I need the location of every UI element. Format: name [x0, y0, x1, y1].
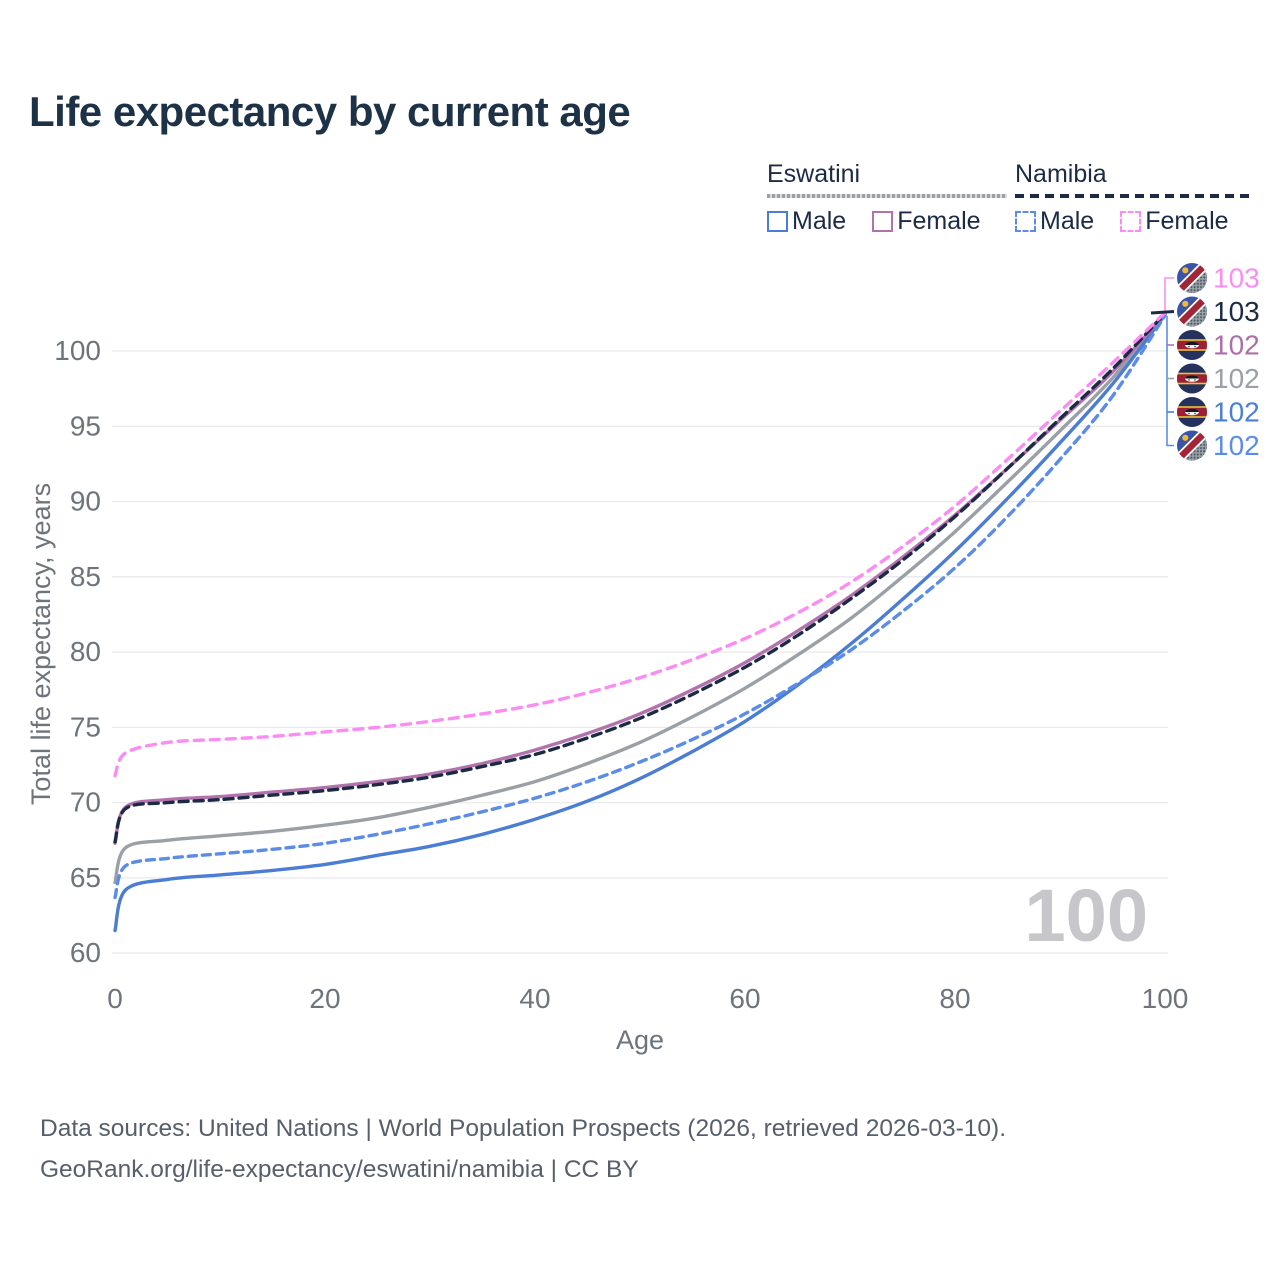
legend-namibia-line-style [1015, 194, 1255, 198]
legend-swatch-eswatini-female[interactable] [872, 211, 894, 232]
legend-label-namibia-male[interactable]: Male [1040, 207, 1095, 235]
end-flag-namibia-namibia-flag-icon [1174, 294, 1210, 330]
svg-text:90: 90 [70, 486, 101, 517]
attribution-line: GeoRank.org/life-expectancy/eswatini/nam… [40, 1156, 639, 1184]
legend-label-eswatini-female[interactable]: Female [897, 207, 981, 235]
end-value-namibia: 103 [1213, 296, 1260, 327]
series-eswatini[interactable] [113, 312, 1167, 885]
svg-text:40: 40 [519, 983, 550, 1014]
svg-text:100: 100 [54, 335, 101, 366]
y-axis-ticks: 60 65 70 75 80 85 90 95 100 [54, 335, 101, 968]
svg-text:85: 85 [70, 561, 101, 592]
y-axis-title: Total life expectancy, years [26, 483, 56, 805]
end-value-eswatini-female: 102 [1213, 330, 1260, 361]
series-namibia[interactable] [113, 311, 1167, 844]
legend-group-namibia: Namibia Male Female [1015, 160, 1255, 236]
svg-text:100: 100 [1142, 983, 1189, 1014]
leader-lines [1150, 277, 1175, 447]
page-title: Life expectancy by current age [29, 88, 631, 135]
svg-text:65: 65 [70, 862, 101, 893]
svg-text:60: 60 [70, 937, 101, 968]
svg-text:95: 95 [70, 410, 101, 441]
series-eswatini-female[interactable] [113, 312, 1167, 845]
series-eswatini-male[interactable] [113, 313, 1167, 933]
svg-text:80: 80 [939, 983, 970, 1014]
svg-text:60: 60 [729, 983, 760, 1014]
svg-text:0: 0 [107, 983, 123, 1014]
svg-text:75: 75 [70, 711, 101, 742]
legend-label-eswatini-male[interactable]: Male [792, 207, 847, 235]
end-flag-eswatini-eswatini-flag-icon [1177, 364, 1207, 394]
end-value-namibia-female: 103 [1213, 263, 1260, 294]
end-flag-eswatini-female-eswatini-flag-icon [1177, 330, 1207, 360]
legend-group-eswatini: Eswatini Male Female [767, 160, 1007, 236]
svg-text:70: 70 [70, 787, 101, 818]
x-axis-title: Age [616, 1025, 664, 1055]
end-flag-namibia-female-namibia-flag-icon [1174, 260, 1210, 296]
legend-label-namibia-female[interactable]: Female [1145, 207, 1229, 235]
chart-footer: Data sources: United Nations | World Pop… [40, 1108, 1006, 1190]
end-value-namibia-male: 102 [1213, 430, 1260, 461]
legend-country-namibia[interactable]: Namibia [1015, 160, 1107, 188]
gridlines [112, 350, 1168, 954]
legend-eswatini-line-style [767, 194, 1007, 198]
legend-swatch-namibia-male[interactable] [1015, 211, 1036, 232]
end-value-eswatini: 102 [1213, 363, 1260, 394]
legend-swatch-namibia-female[interactable] [1120, 211, 1142, 232]
age-watermark: 100 [1025, 874, 1148, 957]
legend-country-eswatini[interactable]: Eswatini [767, 160, 861, 188]
svg-text:80: 80 [70, 636, 101, 667]
data-source-line: Data sources: United Nations | World Pop… [40, 1115, 1007, 1142]
end-flag-namibia-male-namibia-flag-icon [1174, 428, 1210, 464]
legend-swatch-eswatini-male[interactable] [767, 211, 788, 232]
x-axis-ticks: 0 20 40 60 80 100 [107, 983, 1188, 1014]
end-value-eswatini-male: 102 [1213, 397, 1260, 428]
series-namibia-female[interactable] [113, 310, 1167, 778]
end-flag-eswatini-male-eswatini-flag-icon [1177, 397, 1207, 427]
svg-text:20: 20 [309, 983, 340, 1014]
series-namibia-male[interactable] [113, 313, 1167, 900]
